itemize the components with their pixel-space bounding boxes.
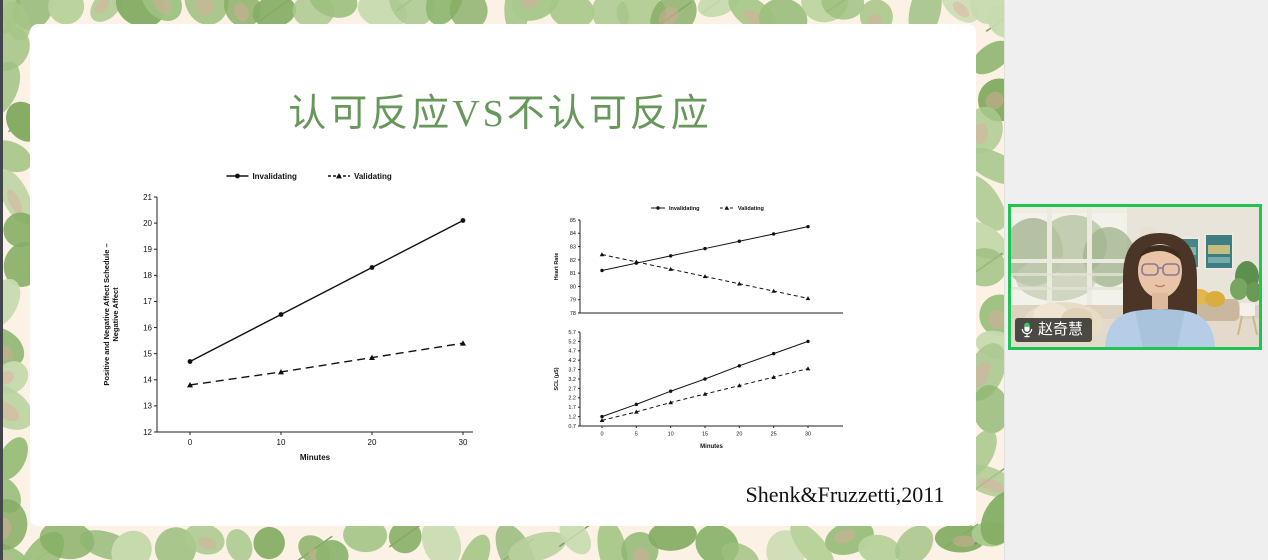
- participant-name: 赵奇慧: [1038, 321, 1084, 338]
- svg-text:30: 30: [459, 438, 468, 447]
- svg-text:Invalidating: Invalidating: [252, 172, 297, 181]
- svg-text:30: 30: [805, 432, 811, 438]
- svg-text:SCL (μS): SCL (μS): [554, 367, 560, 390]
- svg-text:Validating: Validating: [354, 172, 392, 181]
- svg-text:15: 15: [702, 432, 708, 438]
- svg-text:3.2: 3.2: [568, 377, 576, 383]
- svg-text:10: 10: [668, 432, 674, 438]
- svg-text:5: 5: [635, 432, 638, 438]
- svg-text:85: 85: [570, 218, 576, 224]
- svg-text:12: 12: [143, 428, 152, 437]
- participant-name-badge: 赵奇慧: [1015, 318, 1093, 342]
- svg-text:82: 82: [570, 258, 576, 264]
- svg-text:Heart Rate: Heart Rate: [554, 253, 560, 281]
- svg-text:0: 0: [600, 432, 603, 438]
- slide-content-panel: [30, 24, 976, 526]
- citation: Shenk&Fruzzetti,2011: [745, 482, 945, 507]
- svg-text:15: 15: [143, 349, 152, 358]
- svg-text:81: 81: [570, 271, 576, 277]
- svg-text:0: 0: [188, 438, 193, 447]
- svg-text:16: 16: [143, 323, 152, 332]
- svg-text:Invalidating: Invalidating: [669, 206, 700, 212]
- svg-text:13: 13: [143, 402, 152, 411]
- presentation-slide: [3, 0, 1004, 560]
- svg-text:1.7: 1.7: [568, 405, 576, 411]
- svg-text:83: 83: [570, 244, 576, 250]
- svg-text:20: 20: [368, 438, 377, 447]
- svg-text:Minutes: Minutes: [300, 453, 331, 462]
- svg-text:84: 84: [570, 231, 576, 237]
- svg-text:80: 80: [570, 284, 576, 290]
- slide-title: 认可反应VS不认可反应: [288, 93, 712, 135]
- window-edge: [0, 0, 3, 560]
- svg-text:3.7: 3.7: [568, 368, 576, 374]
- svg-text:5.2: 5.2: [568, 339, 576, 345]
- svg-text:Positive and Negative Affect S: Positive and Negative Affect Schedule –N…: [102, 243, 120, 385]
- svg-text:79: 79: [570, 298, 576, 304]
- scl-chart: 0.7 1.2 1.7 2.2 2.7 3.2 3.7 4.2 4.7 5.2 5.7 0 5 10 15 2…: [550, 320, 855, 465]
- svg-text:20: 20: [736, 432, 742, 438]
- svg-text:0.7: 0.7: [568, 424, 576, 430]
- svg-text:17: 17: [143, 297, 152, 306]
- svg-text:1.2: 1.2: [568, 415, 576, 421]
- participant-video[interactable]: 赵奇慧: [1008, 204, 1262, 350]
- svg-text:4.2: 4.2: [568, 358, 576, 364]
- svg-text:14: 14: [143, 376, 152, 385]
- svg-text:21: 21: [143, 193, 152, 202]
- svg-text:Minutes: Minutes: [700, 444, 723, 450]
- svg-text:5.7: 5.7: [568, 330, 576, 336]
- svg-text:Validating: Validating: [738, 206, 764, 212]
- panas-chart: 12 13 14 15 16 17 18 19 20 21 0 10 20 30 Minutes Positi…: [95, 150, 495, 485]
- svg-text:18: 18: [143, 271, 152, 280]
- svg-text:25: 25: [771, 432, 777, 438]
- microphone-icon: [1021, 322, 1033, 338]
- heart-rate-chart: 78 79 80 81 82 83 84 85 Heart Rate Invalidating Va…: [550, 198, 855, 328]
- svg-text:2.2: 2.2: [568, 396, 576, 402]
- svg-text:2.7: 2.7: [568, 386, 576, 392]
- svg-text:78: 78: [570, 311, 576, 317]
- participant-avatar: [1105, 233, 1215, 347]
- svg-text:4.7: 4.7: [568, 349, 576, 355]
- svg-text:19: 19: [143, 245, 152, 254]
- svg-text:20: 20: [143, 219, 152, 228]
- svg-text:10: 10: [277, 438, 286, 447]
